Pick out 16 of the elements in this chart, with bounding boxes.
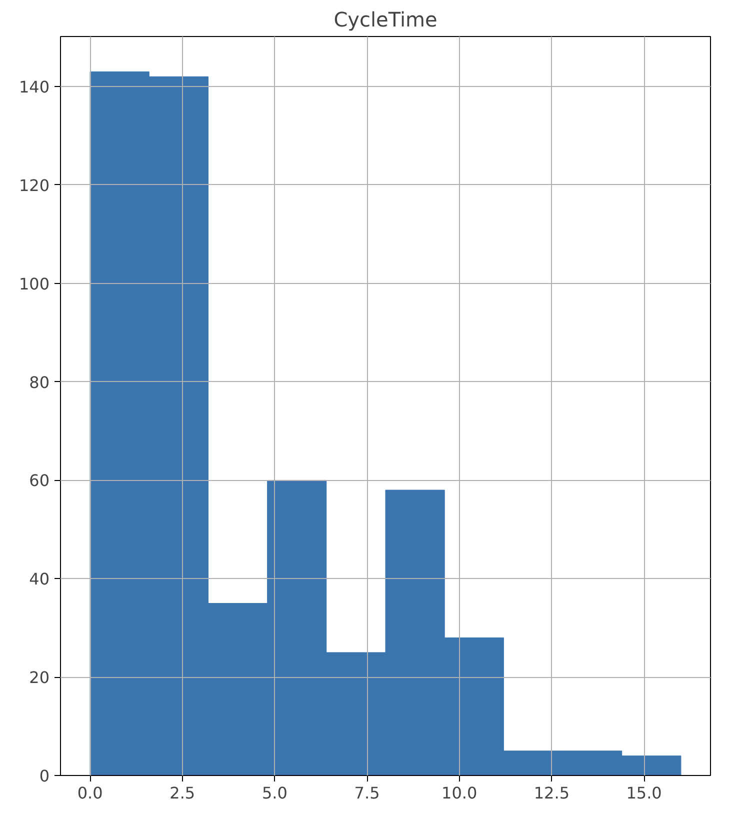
y-tick-label: 40 (29, 570, 50, 589)
y-tick-label: 100 (18, 274, 50, 294)
y-tick-label: 60 (29, 471, 50, 490)
x-tick-label: 15.0 (626, 784, 662, 802)
y-tick-label: 140 (18, 77, 50, 96)
y-tick-label: 0 (39, 766, 50, 786)
y-tick-label: 120 (18, 176, 50, 195)
x-tick-label: 7.5 (354, 784, 380, 802)
y-tick-label: 20 (29, 668, 50, 688)
y-tick-label: 80 (29, 372, 50, 392)
x-tick-label: 0.0 (77, 784, 103, 802)
x-tick-label: 10.0 (442, 784, 478, 802)
chart-title: CycleTime (334, 8, 438, 32)
x-tick-label: 12.5 (534, 784, 570, 802)
x-tick-label: 2.5 (170, 784, 196, 802)
x-tick-label: 5.0 (262, 784, 288, 802)
